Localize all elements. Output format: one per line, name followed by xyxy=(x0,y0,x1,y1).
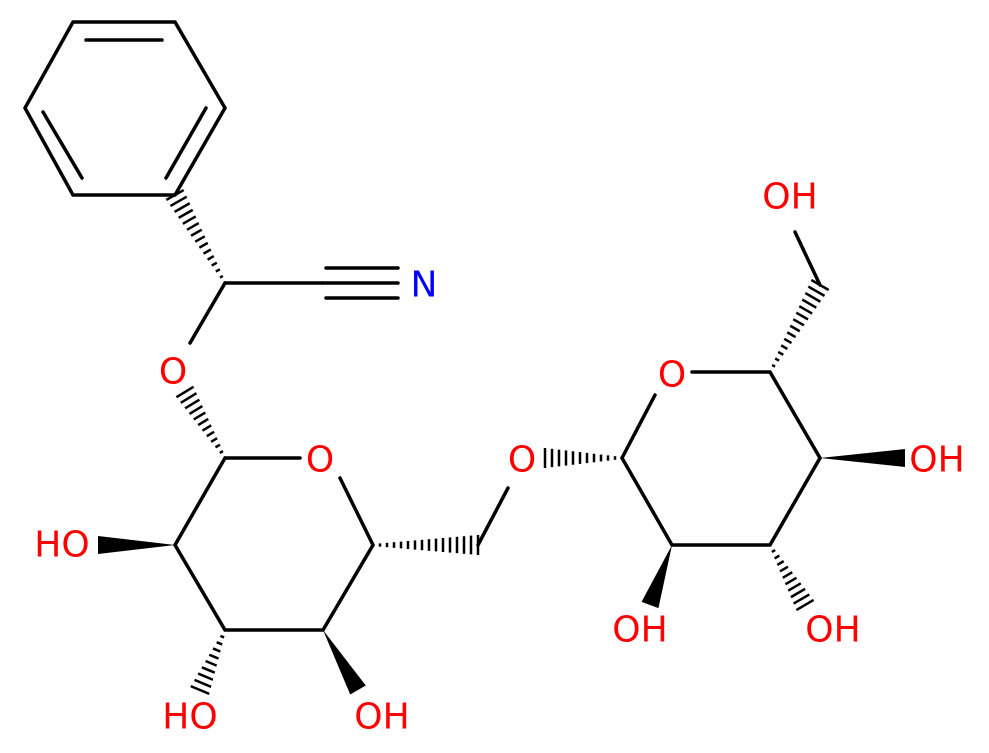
stereo-bond xyxy=(205,659,218,667)
stereo-bond xyxy=(215,268,221,273)
stereo-bond xyxy=(641,545,672,609)
stereo-bond xyxy=(193,411,206,421)
stereo-bond xyxy=(787,582,802,592)
stereo-bond xyxy=(795,311,809,321)
stereo-bond xyxy=(780,344,789,351)
stereo-bond xyxy=(175,385,195,399)
atom-label: OH xyxy=(909,440,964,481)
stereo-bond xyxy=(210,437,218,443)
stereo-bond xyxy=(206,430,215,438)
stereo-bond xyxy=(804,292,822,303)
stereo-bond xyxy=(219,634,225,639)
stereo-bond xyxy=(214,443,221,449)
stereo-bond xyxy=(188,405,204,415)
stereo-bond xyxy=(184,398,201,410)
ring xyxy=(172,456,375,632)
stereo-bond xyxy=(202,248,212,255)
stereo-bond xyxy=(795,598,815,612)
stereo-bond xyxy=(216,641,223,646)
stereo-bond xyxy=(790,587,806,599)
stereo-bond xyxy=(173,202,191,213)
stereo-bond xyxy=(777,350,784,356)
bonds xyxy=(22,20,823,632)
stereo-bond xyxy=(792,318,805,327)
stereo-bond xyxy=(219,274,224,279)
stereo-bond xyxy=(98,536,175,554)
stereo-bond xyxy=(771,363,776,368)
stereo-bond xyxy=(169,195,188,207)
stereo-bonds xyxy=(98,188,905,695)
stereo-bond xyxy=(771,548,776,554)
atom-label: O xyxy=(658,355,686,396)
stereo-bond xyxy=(201,666,216,674)
stereo-bond xyxy=(198,241,209,249)
stereo-bond xyxy=(197,417,209,427)
stereo-bond xyxy=(197,672,214,681)
atom-label: OH xyxy=(762,177,817,218)
stereo-bond xyxy=(182,215,197,225)
stereo-bond xyxy=(190,228,203,237)
stereo-bond xyxy=(186,221,200,231)
atom-label: HO xyxy=(162,697,217,738)
atom-labels: N O O HO HO OH O O OH OH OH OH xyxy=(34,177,964,738)
stereo-bond xyxy=(801,298,817,309)
stereo-bond xyxy=(784,576,798,586)
bond xyxy=(793,230,822,287)
atom-label: OH xyxy=(354,697,409,738)
stereo-bond xyxy=(774,357,780,362)
atom-label: OH xyxy=(805,610,860,651)
stereo-bond xyxy=(323,630,366,695)
stereo-bond xyxy=(810,278,830,292)
stereo-bond xyxy=(782,571,793,579)
stereo-bond xyxy=(180,392,198,404)
stereo-bond xyxy=(793,593,810,605)
double-bond xyxy=(41,110,84,180)
ring xyxy=(620,370,823,547)
stereo-bond xyxy=(201,424,212,432)
stereo-bond xyxy=(206,255,215,261)
stereo-bond xyxy=(783,337,793,345)
stereo-bond xyxy=(773,554,781,560)
double-bond xyxy=(164,106,208,180)
stereo-bond xyxy=(208,653,219,660)
stereo-bond xyxy=(798,305,813,315)
stereo-bond xyxy=(789,324,801,333)
stereo-bond xyxy=(779,565,789,573)
bond xyxy=(188,281,227,345)
bond xyxy=(476,486,510,547)
stereo-bond xyxy=(165,188,185,202)
stereo-bond xyxy=(820,449,905,467)
stereo-bond xyxy=(776,560,785,566)
atom-label: OH xyxy=(612,610,667,651)
atom-label: N xyxy=(411,265,438,306)
stereo-bond xyxy=(211,261,218,267)
atom-label: O xyxy=(159,352,187,393)
bond xyxy=(620,393,657,460)
stereo-bond xyxy=(786,331,797,339)
atom-label: HO xyxy=(34,525,89,566)
atom-label: O xyxy=(306,440,334,481)
stereo-bond xyxy=(807,285,826,297)
stereo-bond xyxy=(190,685,210,695)
stereo-bond xyxy=(219,449,224,455)
benzene-ring xyxy=(22,20,228,197)
stereo-bond xyxy=(193,678,212,688)
stereo-bond xyxy=(194,235,206,243)
atom-label: O xyxy=(508,440,536,481)
stereo-bond xyxy=(178,208,194,219)
stereo-bond xyxy=(212,647,221,653)
